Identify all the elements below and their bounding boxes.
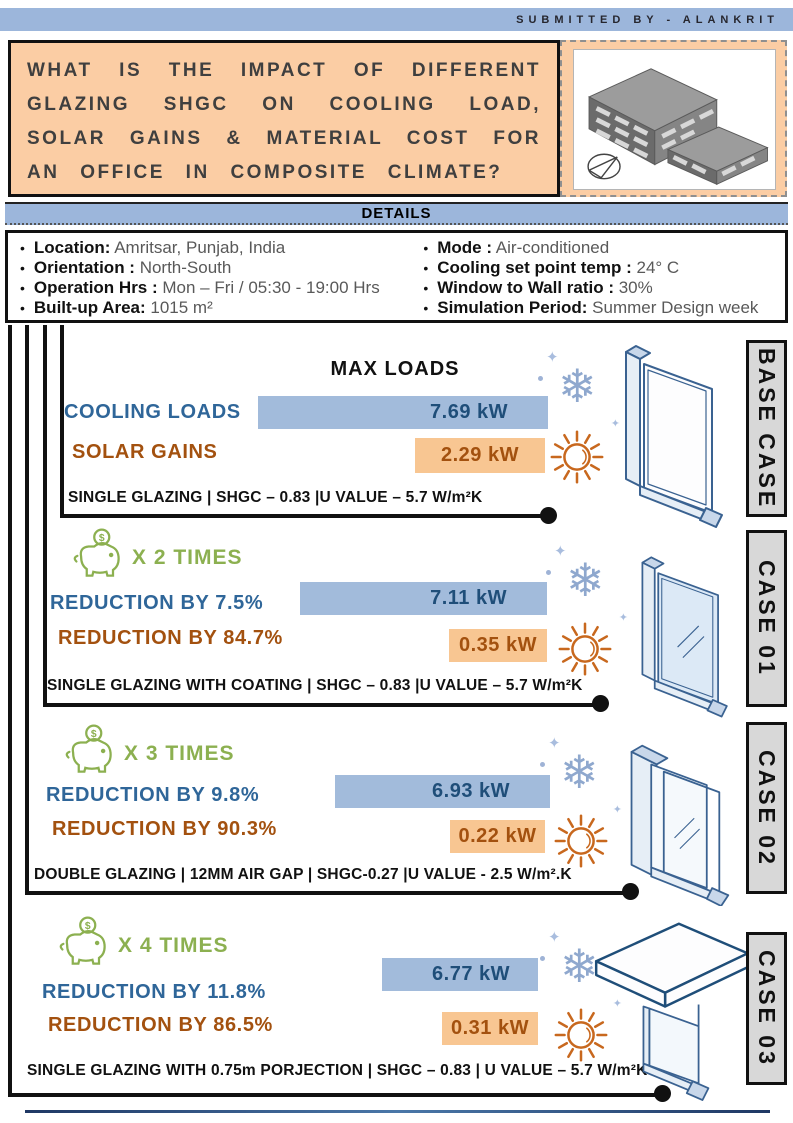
case01-tag-label: CASE 01 bbox=[754, 560, 780, 677]
case02-cost-label: X 3 TIMES bbox=[124, 742, 235, 765]
case01-cost-label: X 2 TIMES bbox=[132, 546, 243, 569]
piggy-bank-icon: $ bbox=[65, 724, 112, 773]
case03-cooling-reduction: REDUCTION BY 11.8% bbox=[42, 981, 266, 1003]
north-compass-icon bbox=[587, 153, 621, 180]
base-case-connector-dot bbox=[540, 507, 557, 524]
base-case-tag: BASE CASE bbox=[746, 340, 787, 517]
case01-cooling-bar: 7.11 kW bbox=[300, 582, 547, 615]
case03-cost-label: X 4 TIMES bbox=[118, 934, 229, 957]
detail-wwr: • Window to Wall ratio : 30% bbox=[423, 278, 653, 297]
research-question: WHAT IS THE IMPACT OF DIFFERENT GLAZING … bbox=[8, 40, 560, 197]
piggy-bank-icon: $ bbox=[59, 916, 106, 965]
detail-operation-hrs: • Operation Hrs : Mon – Fri / 05:30 - 19:… bbox=[20, 278, 380, 297]
base-case-connector-horizontal bbox=[60, 514, 548, 518]
case02-connector-dot bbox=[622, 883, 639, 900]
base-case-tag-label: BASE CASE bbox=[754, 347, 780, 510]
sun-icon bbox=[550, 430, 604, 484]
case02-tag: CASE 02 bbox=[746, 722, 787, 894]
solar-gains-label: SOLAR GAINS bbox=[72, 441, 218, 463]
projection-window-icon bbox=[594, 922, 750, 1101]
max-loads-title: MAX LOADS bbox=[330, 358, 460, 380]
case02-solar-reduction: REDUCTION BY 90.3% bbox=[52, 818, 277, 840]
details-box: • Location: Amritsar, Punjab, India • Orie… bbox=[5, 230, 788, 323]
snowflake-icon: ✦ ❄ ✦ bbox=[540, 735, 622, 816]
svg-text:$: $ bbox=[99, 533, 105, 544]
base-case-spec: SINGLE GLAZING | SHGC – 0.83 |U VALUE – … bbox=[68, 489, 483, 506]
building-illustration bbox=[573, 49, 776, 190]
sun-icon bbox=[558, 622, 612, 676]
detail-built-up-area: • Built-up Area: 1015 m² bbox=[20, 298, 213, 317]
case02-solar-bar: 0.22 kW bbox=[450, 820, 545, 853]
single-glazing-window-icon bbox=[625, 345, 723, 528]
base-case-connector-vertical bbox=[60, 325, 64, 516]
case02-spec: DOUBLE GLAZING | 12MM AIR GAP | SHGC-0.2… bbox=[34, 866, 572, 883]
details-header: DETAILS bbox=[5, 202, 788, 225]
case01-cooling-reduction: REDUCTION BY 7.5% bbox=[50, 592, 264, 614]
title-section: WHAT IS THE IMPACT OF DIFFERENT GLAZING … bbox=[8, 40, 787, 197]
case01-connector-horizontal bbox=[43, 703, 600, 707]
case03-connector-dot bbox=[654, 1085, 671, 1102]
base-case-solar-bar: 2.29 kW bbox=[415, 438, 545, 473]
piggy-bank-icon: $ bbox=[73, 528, 120, 577]
snowflake-icon: ✦ ❄ ✦ bbox=[546, 543, 628, 624]
case02-tag-label: CASE 02 bbox=[754, 749, 780, 867]
snowflake-icon: ✦ ❄ ✦ bbox=[540, 929, 622, 1010]
case01-connector-vertical bbox=[43, 325, 47, 705]
case03-tag: CASE 03 bbox=[746, 932, 787, 1085]
case01-connector-dot bbox=[592, 695, 609, 712]
sun-icon bbox=[554, 814, 608, 868]
case03-tag-label: CASE 03 bbox=[754, 950, 780, 1067]
case01-solar-reduction: REDUCTION BY 84.7% bbox=[58, 627, 283, 649]
details-left-column: • Location: Amritsar, Punjab, India • Orie… bbox=[20, 238, 423, 317]
cooling-loads-label: COOLING LOADS bbox=[64, 401, 241, 423]
case02-cooling-reduction: REDUCTION BY 9.8% bbox=[46, 784, 260, 806]
detail-cooling-setpoint: • Cooling set point temp : 24° C bbox=[423, 258, 680, 277]
sun-icon bbox=[554, 1008, 608, 1062]
case03-connector-horizontal bbox=[8, 1093, 663, 1097]
case03-cooling-bar: 6.77 kW bbox=[382, 958, 538, 991]
detail-location: • Location: Amritsar, Punjab, India bbox=[20, 238, 286, 257]
case02-connector-vertical bbox=[25, 325, 29, 893]
building-image-frame bbox=[560, 40, 787, 197]
svg-text:$: $ bbox=[85, 921, 91, 932]
case03-solar-bar: 0.31 kW bbox=[442, 1012, 538, 1045]
svg-text:$: $ bbox=[91, 729, 97, 740]
case03-spec: SINGLE GLAZING WITH 0.75m PORJECTION | S… bbox=[27, 1062, 648, 1079]
details-right-column: • Mode : Air-conditioned • Cooling set poi… bbox=[423, 238, 781, 317]
detail-mode: • Mode : Air-conditioned bbox=[423, 238, 610, 257]
case01-tag: CASE 01 bbox=[746, 530, 787, 707]
case01-spec: SINGLE GLAZING WITH COATING | SHGC – 0.8… bbox=[47, 677, 583, 694]
building-icon bbox=[587, 68, 769, 186]
case01-solar-bar: 0.35 kW bbox=[449, 629, 547, 662]
coated-glazing-window-icon bbox=[641, 556, 728, 718]
detail-simulation-period: • Simulation Period: Summer Design week bbox=[423, 298, 759, 317]
double-glazing-window-icon bbox=[630, 744, 730, 906]
snowflake-icon: ✦ ❄ ✦ bbox=[538, 349, 620, 430]
case03-solar-reduction: REDUCTION BY 86.5% bbox=[48, 1014, 273, 1036]
submitted-by-text: SUBMITTED BY - ALANKRIT bbox=[516, 13, 779, 26]
detail-orientation: • Orientation : North-South bbox=[20, 258, 232, 277]
case02-cooling-bar: 6.93 kW bbox=[335, 775, 550, 808]
case02-connector-horizontal bbox=[25, 891, 630, 895]
bottom-divider bbox=[25, 1110, 770, 1113]
base-case-cooling-bar: 7.69 kW bbox=[258, 396, 548, 429]
case03-connector-vertical bbox=[8, 325, 12, 1095]
details-title: DETAILS bbox=[361, 205, 432, 222]
submitted-by-bar: SUBMITTED BY - ALANKRIT bbox=[0, 8, 793, 31]
